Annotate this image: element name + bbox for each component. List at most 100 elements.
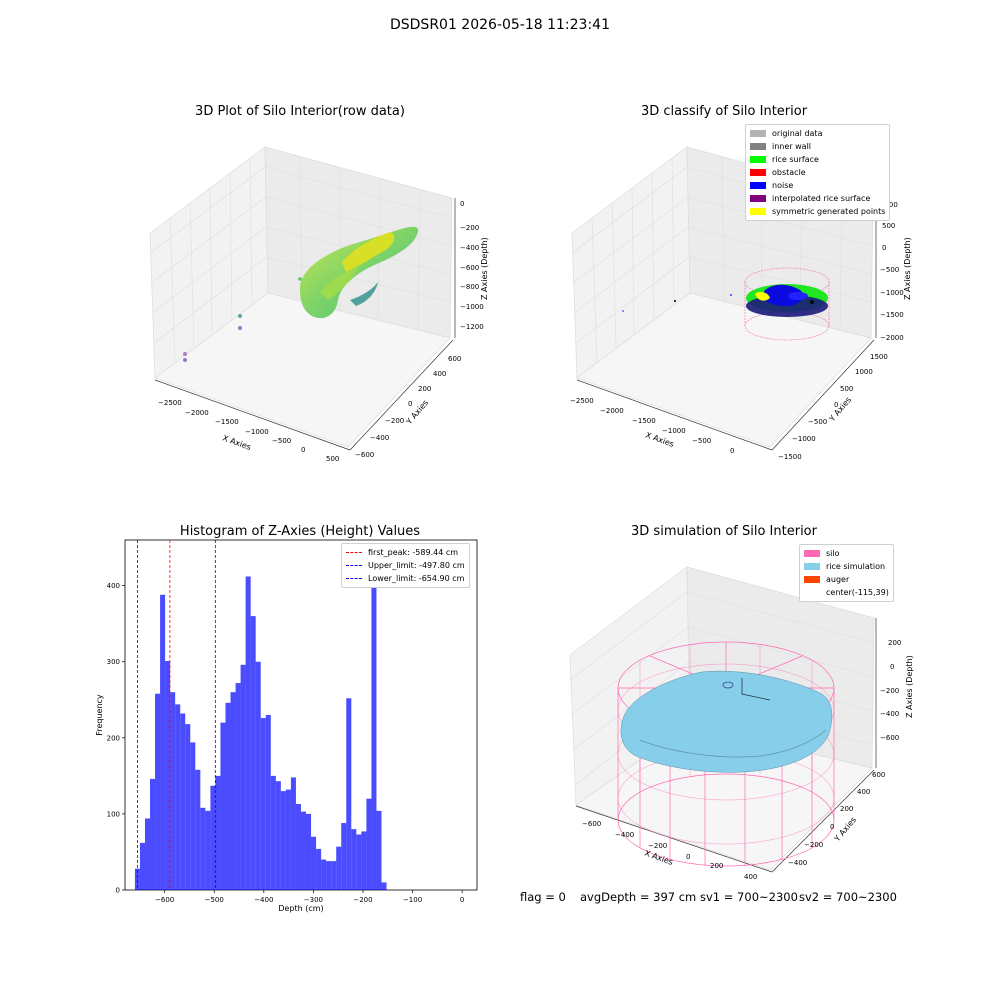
histogram-ytick-label: 300: [107, 658, 120, 666]
classify-ytick: 0: [834, 401, 838, 409]
classify-ytick: 500: [840, 385, 853, 393]
simulation-xtick: 200: [710, 862, 723, 870]
legend-item: rice surface: [750, 153, 885, 166]
classify-plot-title: 3D classify of Silo Interior: [640, 104, 808, 119]
histogram-bar: [366, 798, 372, 890]
histogram-bar: [326, 861, 332, 890]
simulation-plot-title: 3D simulation of Silo Interior: [631, 524, 817, 539]
raw-ztick: 0: [460, 200, 464, 208]
histogram-ytick-label: 0: [116, 887, 120, 895]
legend-swatch: [750, 130, 766, 137]
simulation-xtick: −600: [582, 820, 601, 828]
histogram-xtick-label: −500: [205, 896, 224, 904]
legend-label: symmetric generated points: [772, 207, 886, 216]
simulation-xtick: 0: [686, 853, 690, 861]
histogram-xtick-label: −400: [254, 896, 273, 904]
classify-silo-cylinder: [622, 267, 830, 341]
raw-ztick: −1200: [460, 323, 484, 331]
raw-ytick: 0: [408, 400, 412, 408]
histogram-bar: [250, 616, 256, 890]
histogram-ytick-label: 100: [107, 810, 120, 818]
classify-ytick: 1500: [870, 353, 888, 361]
raw-xtick: −500: [272, 437, 291, 445]
simulation-ytick: 400: [857, 788, 870, 796]
classify-3d-axes: [571, 146, 877, 451]
histogram-bar: [270, 775, 276, 890]
classify-ztick: −1000: [880, 289, 904, 297]
classify-xtick: −1500: [632, 417, 656, 425]
legend-label: silo: [826, 549, 840, 558]
legend-item: Upper_limit: -497.80 cm: [346, 559, 465, 572]
legend-item: obstacle: [750, 166, 885, 179]
simulation-xtick: −200: [648, 842, 667, 850]
classify-xtick: −1000: [662, 427, 686, 435]
histogram-reference-lines: [137, 540, 216, 890]
simulation-zlabel: Z Axies (Depth): [905, 655, 914, 718]
legend-swatch: [750, 182, 766, 189]
simulation-xlabel: X Axies: [643, 848, 674, 867]
histogram-bar: [190, 742, 196, 890]
legend-label: Lower_limit: -654.90 cm: [368, 574, 465, 583]
classify-ztick: 0: [882, 244, 886, 252]
simulation-ytick: 600: [872, 771, 885, 779]
raw-ytick: 200: [418, 385, 431, 393]
raw-xtick: −1500: [215, 418, 239, 426]
figure-title: DSDSR01 2026-05-18 11:23:41: [389, 17, 610, 33]
simulation-legend: silo rice simulation auger center(-115,3…: [799, 544, 894, 602]
histogram-bar: [155, 693, 161, 890]
histogram-bar: [300, 811, 307, 890]
simulation-ztick: −600: [880, 734, 899, 742]
histogram-bar: [230, 692, 236, 890]
legend-swatch: [750, 208, 766, 215]
histogram-bar: [220, 722, 226, 890]
histogram-bar: [381, 882, 387, 890]
legend-label: center(-115,39): [826, 588, 889, 597]
legend-line-swatch: [346, 552, 362, 553]
histogram-bar: [275, 781, 281, 890]
legend-label: original data: [772, 129, 823, 138]
histogram-xlabel: Depth (cm): [278, 904, 323, 913]
legend-line-swatch: [346, 578, 362, 579]
simulation-ytick: −400: [788, 859, 807, 867]
legend-item: rice simulation: [804, 560, 889, 573]
classify-zlabel: Z Axies (Depth): [903, 237, 912, 300]
histogram-bar: [235, 683, 241, 890]
legend-item: noise: [750, 179, 885, 192]
classify-xtick: −2500: [570, 397, 594, 405]
raw-zlabel: Z Axies (Depth): [480, 237, 489, 300]
histogram-bar: [180, 713, 186, 890]
raw-xtick: −1000: [245, 428, 269, 436]
histogram-bar: [356, 834, 362, 890]
simulation-ztick: −200: [880, 687, 899, 695]
sv1-status: sv1 = 700~2300: [700, 890, 798, 904]
legend-item: center(-115,39): [804, 586, 889, 599]
histogram-bar: [205, 810, 211, 890]
legend-item: symmetric generated points: [750, 205, 885, 218]
legend-item: interpolated rice surface: [750, 192, 885, 205]
classify-legend: original data inner wall rice surface ob…: [745, 124, 891, 221]
raw-ztick: −800: [460, 283, 479, 291]
simulation-rice-surface: [620, 670, 833, 773]
legend-swatch: [750, 169, 766, 176]
histogram-bar: [225, 702, 231, 890]
histogram-ylabel: Frequency: [95, 694, 104, 736]
histogram-bar: [371, 559, 377, 890]
histogram-bar: [341, 823, 347, 890]
histogram-bar: [139, 842, 145, 890]
legend-swatch: [750, 195, 766, 202]
classify-ztick: −500: [880, 266, 899, 274]
legend-label: rice surface: [772, 155, 819, 164]
simulation-ytick: 0: [830, 823, 834, 831]
raw-xtick: 500: [326, 455, 339, 463]
legend-swatch: [804, 589, 820, 596]
histogram-bars: [134, 559, 387, 890]
histogram-bar: [185, 724, 191, 890]
raw-xlabel: X Axies: [221, 433, 252, 452]
legend-item: silo: [804, 547, 889, 560]
legend-label: auger: [826, 575, 850, 584]
classify-ytick: −500: [808, 418, 827, 426]
histogram-bar: [245, 576, 251, 890]
classify-ytick: −1000: [792, 435, 816, 443]
legend-item: inner wall: [750, 140, 885, 153]
